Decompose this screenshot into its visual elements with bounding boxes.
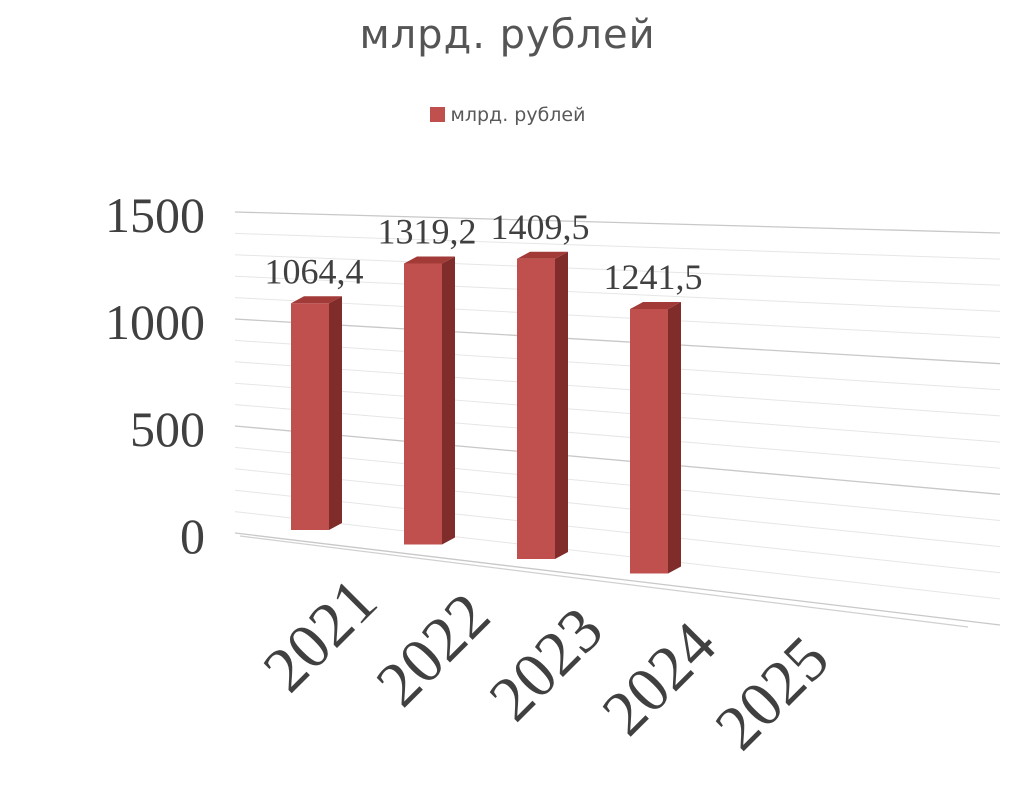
gridline [234, 297, 1001, 339]
bar-top [404, 256, 455, 264]
gridline [234, 318, 1001, 365]
data-label: 1241,5 [604, 257, 703, 297]
x-tick-label: 2022 [362, 579, 503, 720]
bar [630, 309, 668, 574]
y-tick-label: 0 [180, 508, 205, 564]
bar-side [442, 256, 455, 545]
bar-side [555, 251, 568, 560]
data-label: 1064,4 [265, 251, 364, 291]
gridline [234, 339, 1001, 391]
bar [517, 258, 555, 559]
legend-label: млрд. рублей [450, 104, 586, 126]
y-tick-label: 500 [130, 401, 205, 457]
x-tick-label: 2023 [475, 593, 616, 734]
gridline [234, 275, 1001, 312]
floor-line [239, 535, 969, 628]
gridline [234, 232, 1001, 260]
gridline [234, 489, 1001, 574]
bar-side [329, 296, 342, 530]
gridline [234, 468, 1001, 548]
x-tick-label: 2024 [588, 608, 729, 749]
gridline [234, 511, 1001, 600]
data-label: 1319,2 [378, 212, 477, 252]
gridline [234, 532, 1001, 626]
y-tick-label: 1500 [105, 187, 205, 243]
x-tick-label: 2025 [701, 622, 842, 763]
legend: млрд. рублей [0, 104, 1015, 126]
chart-title: млрд. рублей [359, 12, 656, 58]
bar-top [517, 251, 568, 259]
bar [404, 263, 442, 545]
gridline [234, 382, 1001, 443]
y-tick-label: 1000 [105, 294, 205, 350]
data-label: 1409,5 [491, 207, 590, 247]
gridline [234, 361, 1001, 417]
bar-side [668, 302, 681, 574]
legend-swatch [429, 107, 445, 122]
gridline [234, 211, 1001, 234]
gridline [234, 446, 1001, 521]
gridline [234, 254, 1001, 286]
gridline [234, 404, 1001, 469]
x-tick-label: 2021 [249, 564, 390, 705]
gridline [234, 425, 1001, 495]
bar-top [630, 302, 681, 310]
bar [291, 303, 329, 530]
bar-top [291, 296, 342, 304]
